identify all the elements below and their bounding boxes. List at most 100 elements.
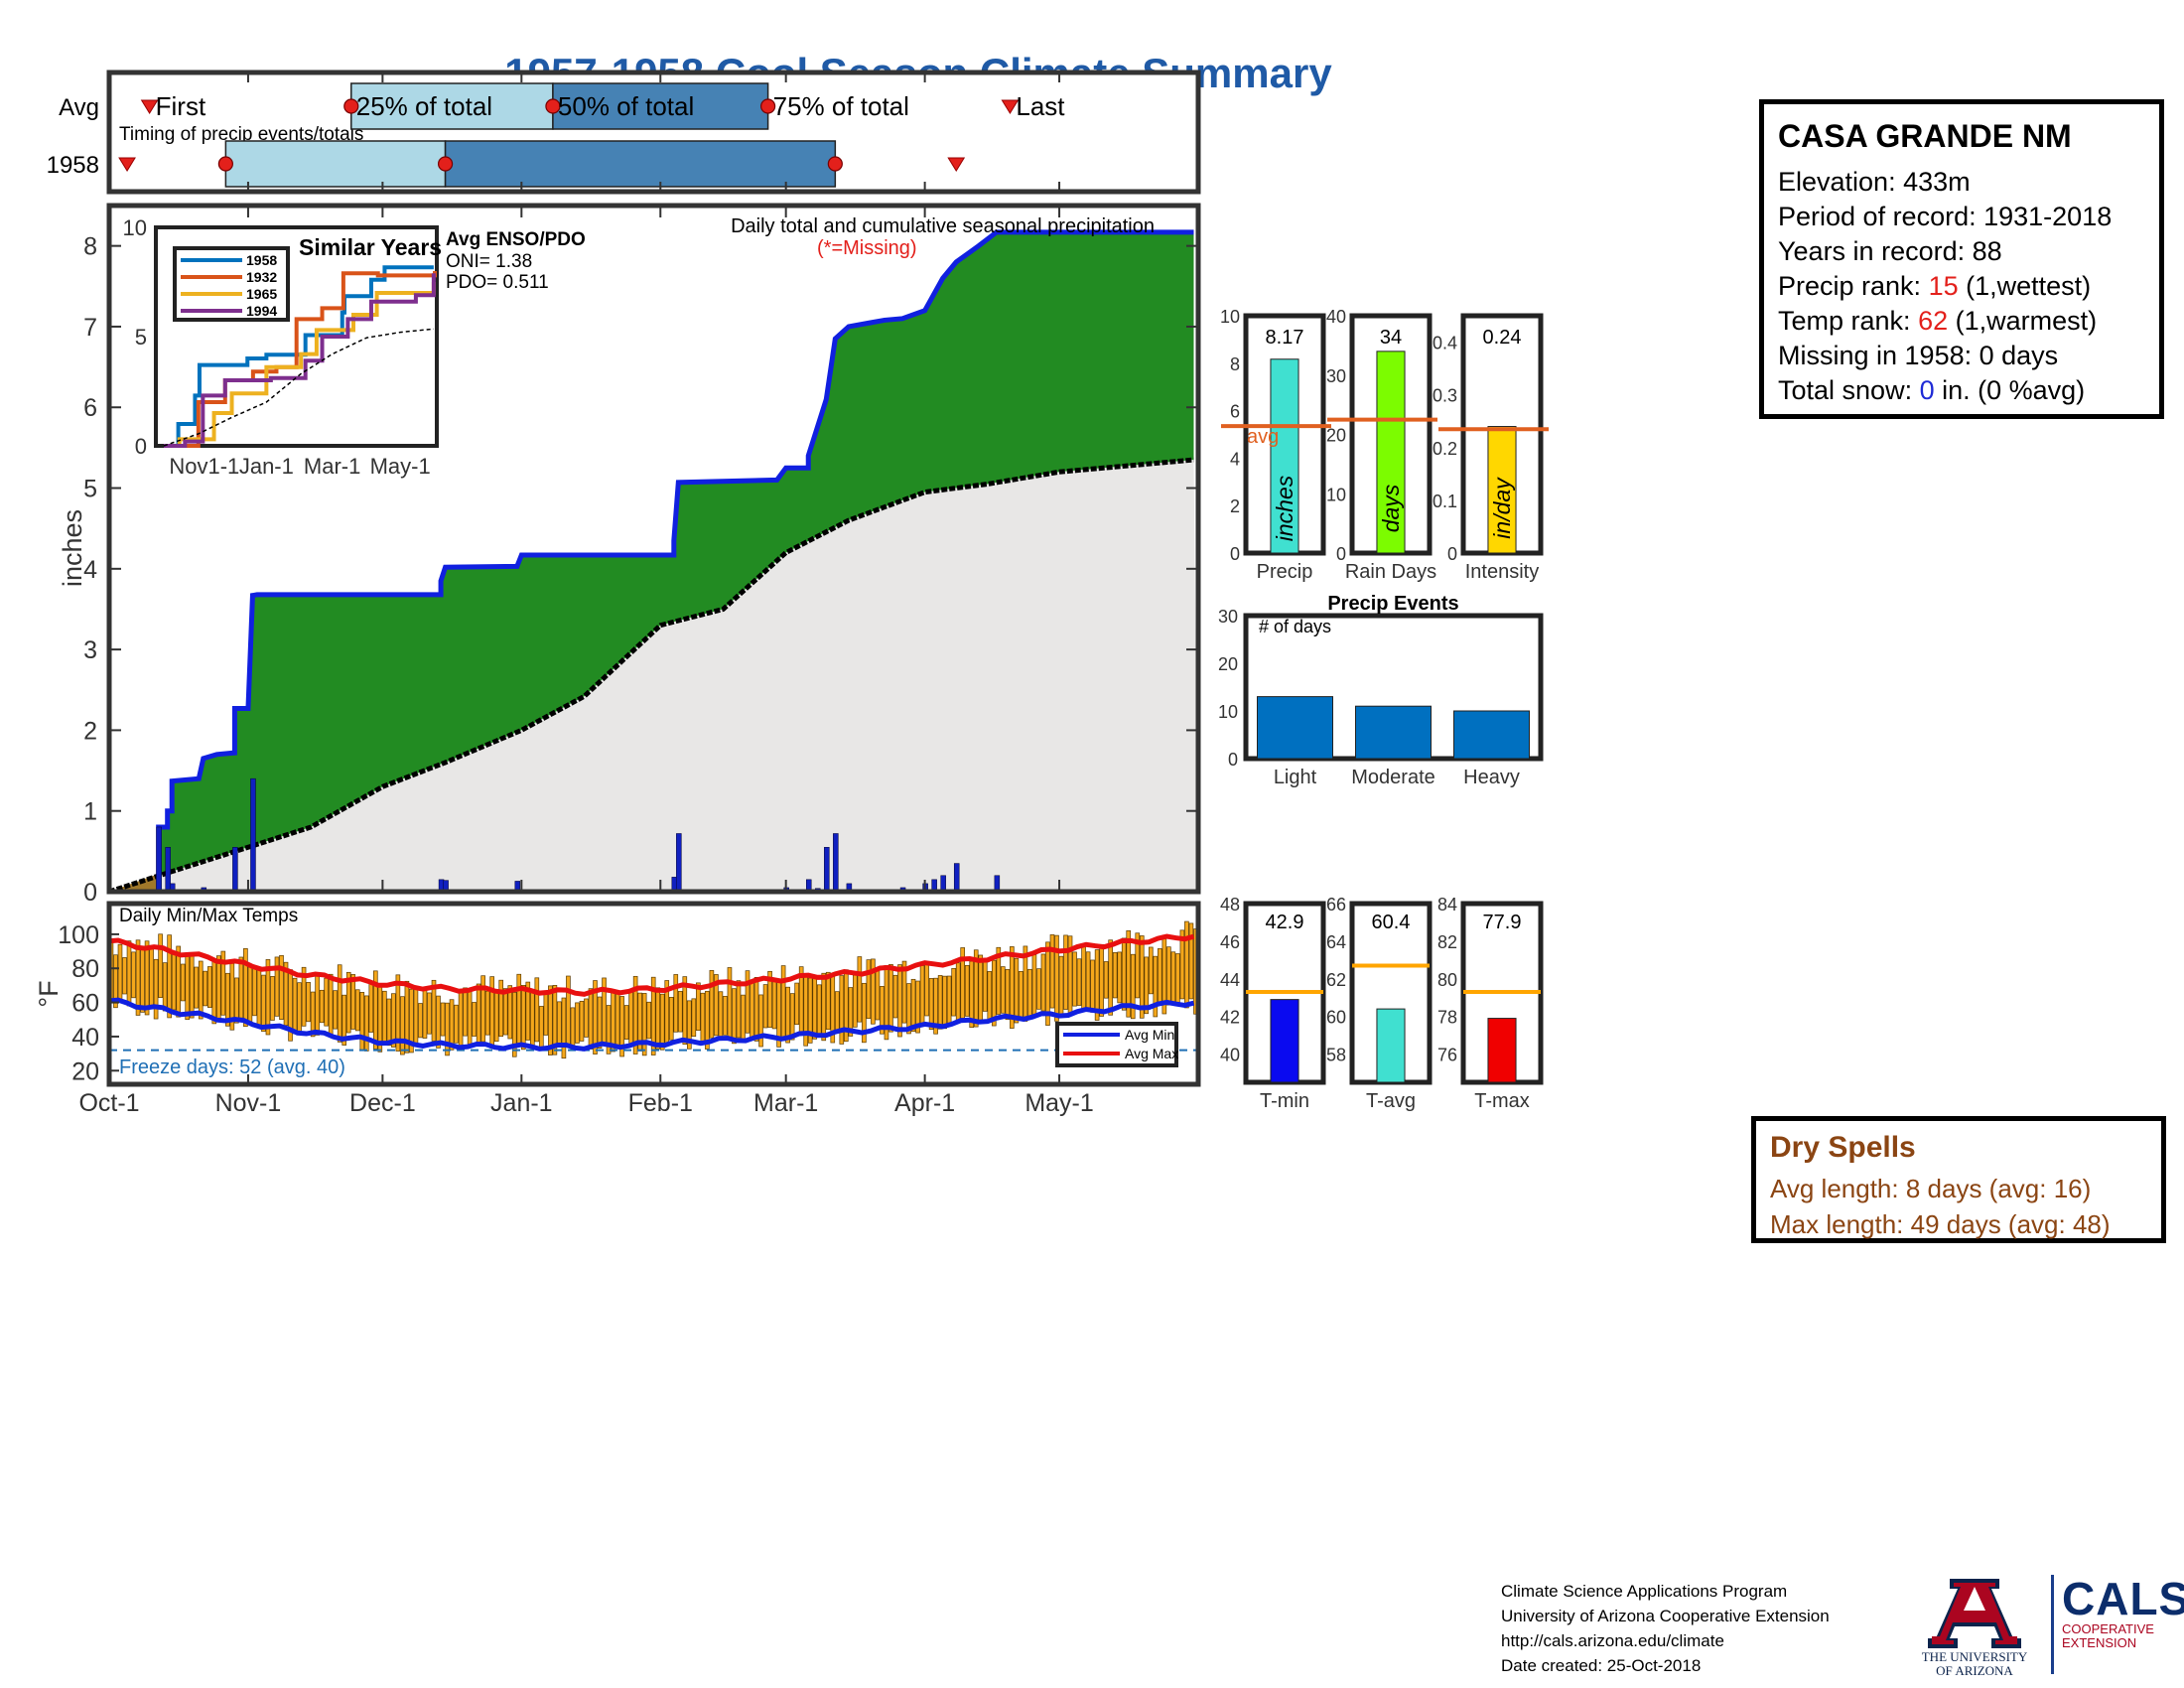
precip-summary-y-tick: 20 <box>1326 426 1346 446</box>
temp-summary-y-tick: 58 <box>1326 1046 1346 1065</box>
daily-temp-bar <box>359 992 365 1051</box>
daily-temp-bar <box>880 986 885 1035</box>
temp-title-bg <box>116 907 275 928</box>
station-info-post: (1,wettest) <box>1958 271 2092 301</box>
daily-temp-bar <box>1040 953 1046 1012</box>
station-info-pre: Precip rank: <box>1778 271 1929 301</box>
daily-temp-bar <box>1023 945 1028 1022</box>
daily-temp-bar <box>310 991 316 1038</box>
daily-temp-bar <box>1126 930 1132 1018</box>
daily-temp-bar <box>978 954 984 1023</box>
daily-temp-bar <box>700 992 706 1046</box>
credits-url[interactable]: http://cals.arizona.edu/climate <box>1501 1631 1724 1650</box>
daily-temp-bar <box>736 980 742 1039</box>
timing-avg-label: 75% of total <box>773 91 909 121</box>
timing-avg-label: Last <box>1016 91 1065 121</box>
daily-temp-bar <box>812 976 818 1040</box>
daily-temp-bar <box>386 998 392 1047</box>
daily-temp-bar <box>789 993 795 1041</box>
temp-summary-y-tick: 40 <box>1220 1046 1240 1065</box>
temp-summary-y-tick: 48 <box>1220 895 1240 914</box>
inset-x-tick-label: Jan-1 <box>239 454 294 479</box>
station-info-pre: Total snow: <box>1778 375 1920 405</box>
daily-temp-bar <box>372 970 378 1050</box>
daily-temp-bar <box>570 1007 576 1051</box>
inset-y-tick-label: 5 <box>135 325 147 350</box>
daily-temp-bar <box>215 955 221 1021</box>
precip-summary-unit: days <box>1378 484 1404 532</box>
station-info-pre: Temp rank: <box>1778 306 1919 336</box>
daily-temp-bar <box>655 987 661 1050</box>
daily-temp-bar <box>1094 949 1100 1021</box>
temp-summary-y-tick: 64 <box>1326 932 1346 952</box>
x-tick-label: Apr-1 <box>894 1089 955 1117</box>
dry-spells-avg-length: Avg length: 8 days (avg: 16) <box>1770 1174 2092 1203</box>
avg-label: avg <box>1247 426 1279 448</box>
daily-temp-bar <box>507 985 513 1040</box>
daily-temp-bar <box>279 954 284 1021</box>
precip-summary-category: Intensity <box>1465 561 1539 583</box>
events-bar <box>1257 696 1333 760</box>
x-tick-label: Nov-1 <box>215 1089 282 1117</box>
precip-summary-y-tick: 0 <box>1230 544 1240 564</box>
daily-temp-bar <box>516 973 522 1047</box>
x-tick-label: Feb-1 <box>628 1089 693 1117</box>
daily-temp-bar <box>409 988 414 1054</box>
daily-temp-bar <box>718 991 724 1039</box>
cals-logo: CALS COOPERATIVE EXTENSION <box>2051 1575 2184 1674</box>
daily-temp-bar <box>1121 937 1127 1011</box>
inset-y-tick-label: 0 <box>135 434 147 459</box>
temp-summary-value: 42.9 <box>1266 912 1304 933</box>
university-of-arizona-logo: THE UNIVERSITY OF ARIZONA <box>1910 1575 2039 1678</box>
daily-temp-bar <box>502 988 508 1036</box>
daily-temp-bar <box>345 971 351 1034</box>
daily-temp-bar <box>745 970 751 1034</box>
average-cumulative-area <box>109 460 1198 892</box>
temp-y-tick-label: 100 <box>58 921 99 949</box>
first-event-marker <box>140 99 159 114</box>
first-event-marker <box>118 157 136 172</box>
events-title: Precip Events <box>1327 593 1458 615</box>
daily-temp-bar <box>350 974 356 1030</box>
precip-summary-bar <box>1270 358 1299 554</box>
daily-temp-bar <box>185 955 191 1021</box>
daily-temp-bar <box>225 972 230 1027</box>
similar-year-line <box>164 265 434 448</box>
daily-temp-bar <box>552 984 558 1055</box>
y-tick-label: 8 <box>83 233 97 261</box>
daily-temp-bar <box>727 967 733 1038</box>
station-info-line: Temp rank: 62 (1,warmest) <box>1778 304 2145 339</box>
daily-temp-bar <box>525 981 531 1041</box>
precip-summary-unit: in/day <box>1489 477 1515 539</box>
daily-temp-bar <box>641 993 647 1056</box>
temp-summary-y-tick: 42 <box>1220 1008 1240 1028</box>
timing-quartile-marker <box>437 156 454 172</box>
station-name: CASA GRANDE NM <box>1778 118 2072 154</box>
daily-temp-bar <box>1158 948 1162 1004</box>
precip-summary-value: 34 <box>1380 327 1402 349</box>
daily-temp-bar <box>297 982 302 1035</box>
daily-temp-bar <box>928 978 934 1031</box>
ua-logo-line1: THE UNIVERSITY <box>1921 1649 2028 1664</box>
above-average-area <box>109 231 1194 893</box>
precip-events-chart: Light Moderate Heavy 0 10 20 30 Precip Events # … <box>1218 593 1544 788</box>
timing-row-avg: Avg <box>59 94 99 121</box>
daily-temp-bar <box>126 940 132 1007</box>
daily-temp-bar <box>274 956 280 1017</box>
daily-temp-bar <box>265 959 271 1036</box>
daily-temp-bar <box>140 945 145 1013</box>
cals-logo-sub2: EXTENSION <box>2062 1635 2137 1650</box>
daily-temp-bar <box>319 989 325 1024</box>
credits-program: Climate Science Applications Program <box>1501 1582 1788 1601</box>
daily-temp-bar <box>780 965 786 1042</box>
daily-temp-bar <box>816 984 822 1035</box>
daily-temp-bar <box>1036 968 1041 1010</box>
daily-temp-bar <box>1063 934 1068 1010</box>
daily-temp-bar <box>866 959 872 1020</box>
daily-temp-bar <box>1170 951 1176 1005</box>
daily-temp-bar <box>270 976 275 1021</box>
daily-temp-bar <box>709 970 715 1039</box>
daily-temp-bar <box>1001 966 1006 1014</box>
y-tick-label: 5 <box>83 476 97 503</box>
